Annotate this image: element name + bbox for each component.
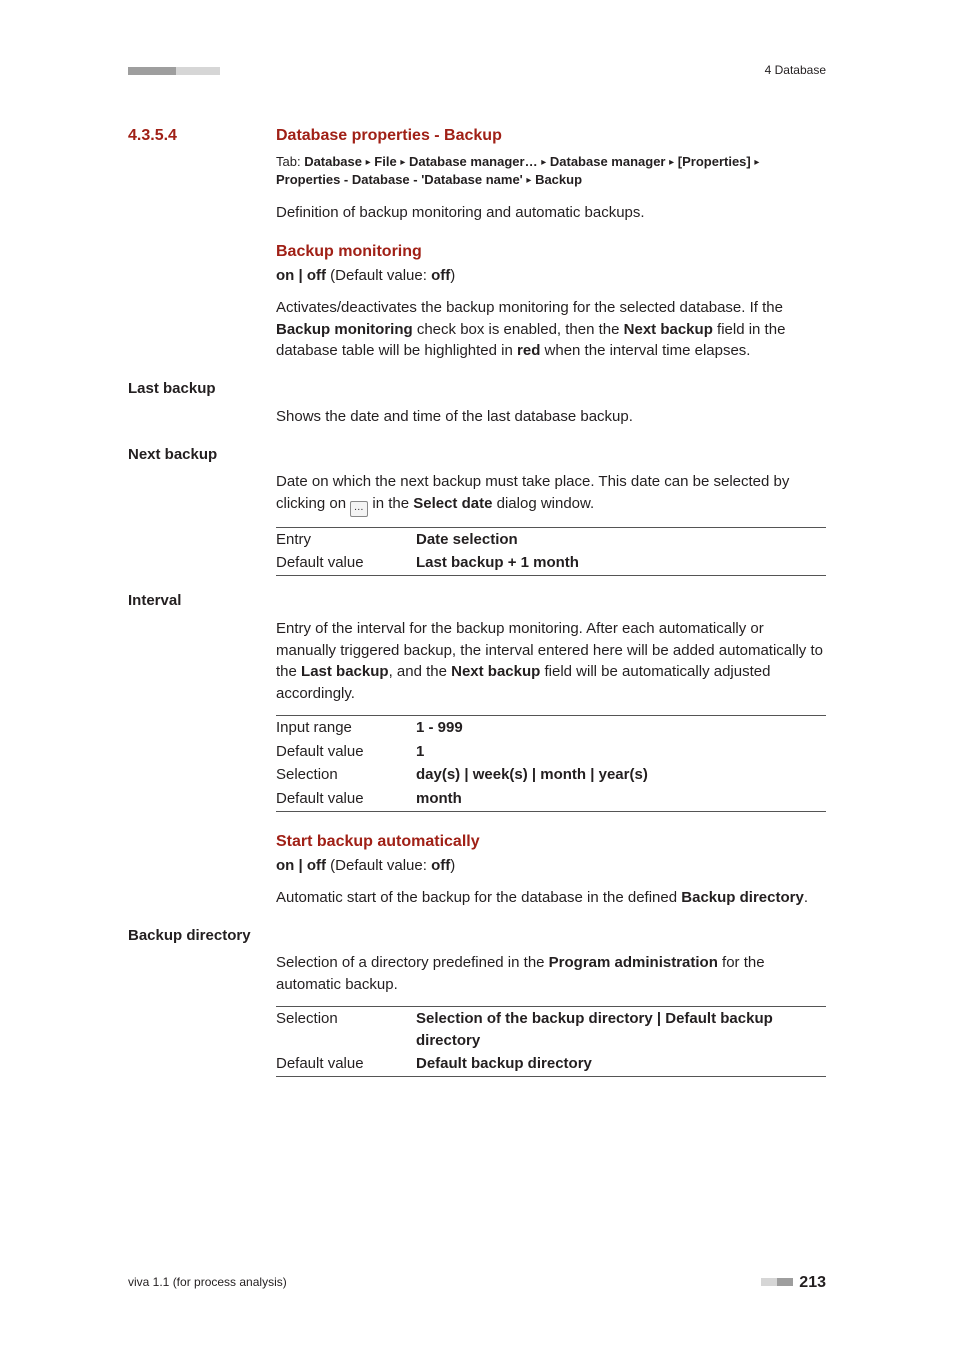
onoff-val: off [431,267,450,284]
page-header: 4 Database [128,62,826,79]
nb-entry-l: Entry [276,529,416,551]
table-row: Default value 1 [276,740,826,764]
int-r1-l: Input range [276,717,416,739]
section-heading: 4.3.5.4 Database properties - Backup [128,124,826,147]
sb-onoff-pre: on | off [276,857,326,874]
int-r2-v: 1 [416,741,424,763]
page-footer: viva 1.1 (for process analysis) 213 [128,1271,826,1294]
section-number: 4.3.5.4 [128,124,276,147]
tab-path: Tab: Database ▸ File ▸ Database manager…… [276,153,826,191]
tab-prefix: Tab: [276,154,304,169]
int-r3-v: day(s) | week(s) | month | year(s) [416,764,648,786]
int-text-2: , and the [389,663,452,680]
table-row: Input range 1 - 999 [276,716,826,740]
backup-monitoring-heading: Backup monitoring [276,240,826,263]
table-row: Entry Date selection [276,528,826,552]
triangle-icon: ▸ [754,157,759,168]
footer-ornament [761,1278,793,1286]
bm-desc-2: check box is enabled, then the [413,321,624,338]
triangle-icon: ▸ [526,175,531,186]
int-r4-v: month [416,788,462,810]
nb-text-b: Select date [413,495,492,512]
int-r2-l: Default value [276,741,416,763]
footer-right: 213 [761,1271,826,1294]
table-row: Default value Last backup + 1 month [276,551,826,575]
bd-text-1: Selection of a directory predefined in t… [276,954,549,971]
start-backup-onoff: on | off (Default value: off) [276,855,826,877]
nb-text-2: in the [368,495,413,512]
nb-text-3: dialog window. [492,495,594,512]
table-row: Selection day(s) | week(s) | month | yea… [276,763,826,787]
interval-label: Interval [128,590,276,612]
start-backup-heading: Start backup automatically [276,830,826,853]
header-chapter: 4 Database [765,62,826,79]
bd-r1-v: Selection of the backup directory | Defa… [416,1008,826,1052]
nb-entry-v: Date selection [416,529,518,551]
triangle-icon: ▸ [669,157,674,168]
backup-directory-table: Selection Selection of the backup direct… [276,1006,826,1077]
tab-p3: Database manager… [409,154,538,169]
onoff-mid: (Default value: [326,267,431,284]
sb-onoff-suf: ) [450,857,455,874]
next-backup-label: Next backup [128,444,276,466]
section-title: Database properties - Backup [276,124,502,147]
bm-desc-4: when the interval time elapses. [540,342,750,359]
backup-monitoring-desc: Activates/deactivates the backup monitor… [276,297,826,362]
nb-def-l: Default value [276,552,416,574]
table-row: Default value month [276,787,826,811]
sb-onoff-mid: (Default value: [326,857,431,874]
onoff-options: on | off [276,267,326,284]
bd-text-b: Program administration [549,954,718,971]
tab-p6: Properties - Database - 'Database name' [276,172,523,187]
last-backup-label: Last backup [128,378,276,400]
tab-p4: Database manager [550,154,666,169]
bd-r2-l: Default value [276,1053,416,1075]
int-text-b1: Last backup [301,663,389,680]
footer-left: viva 1.1 (for process analysis) [128,1274,287,1291]
backup-directory-label: Backup directory [128,925,276,947]
bm-desc-b1: Backup monitoring [276,321,413,338]
nb-def-v: Last backup + 1 month [416,552,579,574]
tab-p1: Database [304,154,362,169]
tab-p2: File [374,154,396,169]
bm-desc-b2: Next backup [624,321,713,338]
table-row: Selection Selection of the backup direct… [276,1007,826,1053]
next-backup-text: Date on which the next backup must take … [276,471,826,516]
bm-desc-1: Activates/deactivates the backup monitor… [276,299,783,316]
page-number: 213 [799,1271,826,1294]
triangle-icon: ▸ [366,157,371,168]
start-backup-text: Automatic start of the backup for the da… [276,887,826,909]
interval-table: Input range 1 - 999 Default value 1 Sele… [276,715,826,812]
sb-text-b: Backup directory [681,889,804,906]
int-r1-v: 1 - 999 [416,717,463,739]
bd-r2-v: Default backup directory [416,1053,592,1075]
int-r4-l: Default value [276,788,416,810]
definition-text: Definition of backup monitoring and auto… [276,202,826,224]
triangle-icon: ▸ [400,157,405,168]
backup-directory-text: Selection of a directory predefined in t… [276,952,826,996]
int-r3-l: Selection [276,764,416,786]
last-backup-text: Shows the date and time of the last data… [276,406,826,428]
bm-desc-b3: red [517,342,540,359]
header-ornament-left [128,67,220,75]
ellipsis-icon: … [350,501,368,517]
triangle-icon: ▸ [541,157,546,168]
sb-text-2: . [804,889,808,906]
backup-monitoring-onoff: on | off (Default value: off) [276,265,826,287]
tab-p5: [Properties] [678,154,751,169]
sb-onoff-val: off [431,857,450,874]
tab-p7: Backup [535,172,582,187]
sb-text-1: Automatic start of the backup for the da… [276,889,681,906]
next-backup-table: Entry Date selection Default value Last … [276,527,826,577]
bd-r1-l: Selection [276,1008,416,1052]
table-row: Default value Default backup directory [276,1052,826,1076]
int-text-b2: Next backup [451,663,540,680]
interval-text: Entry of the interval for the backup mon… [276,618,826,705]
onoff-suf: ) [450,267,455,284]
